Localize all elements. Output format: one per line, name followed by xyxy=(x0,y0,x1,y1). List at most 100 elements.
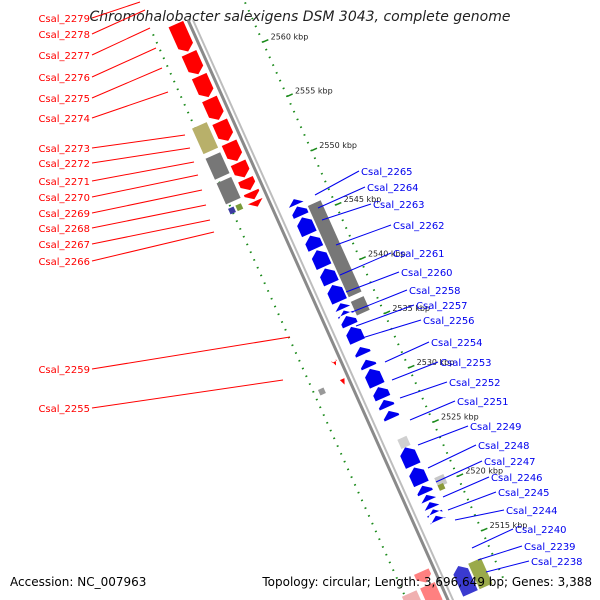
reverse-label-leader xyxy=(314,170,360,196)
reverse-gene xyxy=(378,399,395,411)
tick-label: 2520 kbp xyxy=(465,467,503,476)
forward-label-leader xyxy=(91,219,211,245)
reverse-label-leader xyxy=(447,491,497,511)
tick-mark xyxy=(457,473,464,478)
reverse-label-leader xyxy=(435,460,483,483)
forward-gene xyxy=(339,378,345,385)
backbone-line-outer xyxy=(192,19,455,600)
reverse-label-leader xyxy=(345,271,400,293)
reverse-gene xyxy=(327,284,347,305)
reverse-gene xyxy=(417,485,433,497)
reverse-label-leader xyxy=(361,319,422,339)
tick-label: 2515 kbp xyxy=(490,521,528,530)
forward-label-leader xyxy=(91,27,151,56)
forward-gene xyxy=(243,188,260,200)
reverse-gene xyxy=(320,268,339,287)
reverse-gene-label: Csal_2261 xyxy=(393,249,445,260)
forward-gene xyxy=(414,568,432,583)
reverse-gene-label: Csal_2249 xyxy=(470,422,522,433)
reverse-label-leader xyxy=(471,528,514,549)
reverse-label-leader xyxy=(485,560,530,573)
reverse-label-leader xyxy=(317,186,366,209)
reverse-gene-label: Csal_2239 xyxy=(524,542,576,553)
reverse-label-leader xyxy=(339,252,392,276)
reverse-label-leader xyxy=(399,381,448,399)
forward-gene xyxy=(247,197,263,207)
tick-mark xyxy=(432,419,440,423)
reverse-gene xyxy=(341,315,358,329)
reverse-gene-label: Csal_2248 xyxy=(478,441,530,452)
forward-label-leader xyxy=(91,67,163,99)
misc-feature xyxy=(235,203,244,212)
reverse-gene xyxy=(292,206,309,219)
reverse-label-leader xyxy=(454,509,505,521)
forward-label-leader xyxy=(91,47,157,78)
reverse-gene-label: Csal_2257 xyxy=(416,301,468,312)
reverse-gene xyxy=(409,467,429,488)
reverse-label-leader xyxy=(409,400,456,421)
rna-feature xyxy=(307,200,362,298)
reverse-gene-label: Csal_2256 xyxy=(423,316,475,327)
forward-gene-label: Csal_2278 xyxy=(38,30,90,41)
gc-rail-outer xyxy=(242,0,505,580)
forward-gene xyxy=(230,159,250,178)
reverse-gene xyxy=(453,565,478,597)
reverse-gene xyxy=(335,303,351,312)
reverse-label-leader xyxy=(427,444,477,469)
forward-label-leader xyxy=(91,189,203,214)
forward-gene-label: Csal_2266 xyxy=(38,257,90,268)
reverse-label-leader xyxy=(335,224,392,246)
reverse-gene xyxy=(383,410,400,422)
tick-label: 2525 kbp xyxy=(441,412,479,421)
reverse-label-leader xyxy=(384,341,430,363)
reverse-gene xyxy=(288,199,304,208)
reverse-gene xyxy=(400,447,421,469)
reverse-gene-label: Csal_2260 xyxy=(401,268,453,279)
reverse-gene-label: Csal_2253 xyxy=(440,358,492,369)
reverse-gene xyxy=(421,494,437,504)
reverse-gene-label: Csal_2246 xyxy=(491,473,543,484)
forward-label-leader xyxy=(91,174,199,198)
misc-feature xyxy=(468,558,493,590)
forward-label-leader xyxy=(91,1,141,19)
forward-gene xyxy=(202,95,224,120)
reverse-gene xyxy=(311,250,332,270)
misc-feature xyxy=(401,590,421,600)
tick-mark xyxy=(262,38,269,43)
rna-feature xyxy=(216,176,241,205)
reverse-gene-label: Csal_2254 xyxy=(431,338,483,349)
reverse-gene xyxy=(338,310,354,320)
tick-label: 2550 kbp xyxy=(319,141,357,150)
forward-gene xyxy=(168,20,193,52)
reverse-gene-label: Csal_2251 xyxy=(457,397,509,408)
tick-mark xyxy=(384,310,391,315)
forward-label-leader xyxy=(91,147,191,164)
tick-mark xyxy=(286,93,293,98)
reverse-gene xyxy=(305,235,324,252)
reverse-gene xyxy=(427,509,443,519)
forward-gene-label: Csal_2277 xyxy=(38,51,90,62)
reverse-gene xyxy=(365,368,385,389)
misc-feature xyxy=(192,122,219,155)
reverse-gene-label: Csal_2252 xyxy=(449,378,501,389)
forward-gene-label: Csal_2271 xyxy=(38,177,90,188)
rna-feature xyxy=(205,152,230,180)
reverse-gene-label: Csal_2240 xyxy=(515,525,567,536)
forward-gene-label: Csal_2274 xyxy=(38,114,90,125)
tick-label: 2555 kbp xyxy=(295,87,333,96)
forward-gene xyxy=(238,175,256,191)
tick-label: 2540 kbp xyxy=(368,250,406,259)
reverse-gene-label: Csal_2258 xyxy=(409,286,461,297)
forward-gene-label: Csal_2275 xyxy=(38,94,90,105)
forward-gene xyxy=(420,582,443,600)
forward-gene-label: Csal_2270 xyxy=(38,193,90,204)
forward-label-leader xyxy=(91,134,186,149)
tick-mark xyxy=(359,256,366,260)
reverse-gene xyxy=(373,387,391,402)
tick-mark xyxy=(481,527,488,532)
map-title: Chromohalobacter salexigens DSM 3043, co… xyxy=(89,9,511,25)
forward-label-leader xyxy=(91,9,146,35)
reverse-gene xyxy=(297,217,317,238)
reverse-gene xyxy=(360,359,377,371)
reverse-gene-label: Csal_2263 xyxy=(373,200,425,211)
